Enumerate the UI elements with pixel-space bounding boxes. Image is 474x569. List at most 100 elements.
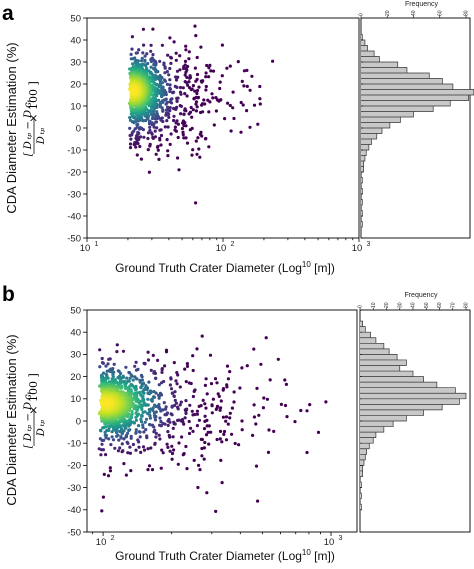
scatter-point	[134, 448, 138, 452]
scatter-point	[283, 403, 288, 408]
scatter-point	[150, 116, 155, 121]
scatter-point	[204, 406, 208, 410]
scatter-point	[169, 387, 174, 391]
scatter-point	[134, 51, 138, 55]
scatter-point	[165, 138, 169, 142]
scatter-point	[110, 380, 114, 384]
scatter-point	[142, 43, 146, 47]
scatter-point	[163, 125, 167, 129]
scatter-point	[132, 120, 136, 124]
histogram-bar	[360, 376, 424, 383]
scatter-point	[152, 58, 156, 63]
scatter-point	[156, 144, 160, 148]
scatter-point	[173, 403, 177, 408]
scatter-point	[101, 371, 106, 375]
scatter-point	[141, 27, 145, 31]
scatter-point	[264, 336, 268, 340]
scatter-point	[135, 153, 139, 157]
histogram-bar	[361, 133, 377, 139]
scatter-point	[165, 70, 169, 74]
scatter-point	[158, 416, 162, 420]
scatter-point	[169, 377, 173, 381]
scatter-point	[206, 98, 210, 102]
scatter-point	[135, 377, 139, 381]
x-axis-label-end: [m])	[311, 549, 335, 563]
histogram-tick-label: 50	[424, 302, 430, 308]
scatter-point	[316, 430, 321, 434]
scatter-point	[193, 24, 197, 28]
scatter-point	[104, 425, 108, 429]
scatter-point	[225, 364, 230, 368]
histogram-bar	[360, 470, 363, 477]
scatter-point	[141, 425, 145, 429]
scatter-point	[194, 201, 198, 205]
histogram-tick-label: 0	[358, 305, 364, 308]
scatter-point	[148, 423, 152, 427]
histogram-bar	[361, 117, 401, 123]
histogram-tick-label: 20	[385, 10, 391, 16]
scatter-point	[115, 428, 119, 432]
histogram-bar	[360, 354, 398, 360]
scatter-point	[131, 378, 135, 382]
scatter-point	[148, 119, 152, 123]
scatter-point	[173, 398, 177, 402]
scatter-point	[108, 466, 112, 470]
scatter-point	[197, 404, 201, 408]
scatter-point	[195, 72, 200, 77]
scatter-point	[231, 106, 235, 110]
histogram-bar	[360, 398, 460, 405]
scatter-point	[188, 76, 192, 80]
scatter-point	[142, 135, 146, 139]
scatter-point	[155, 126, 159, 130]
scatter-point	[185, 362, 189, 366]
y-tick-label: -40	[67, 211, 81, 222]
scatter-point	[146, 61, 150, 66]
scatter-point	[144, 64, 148, 68]
scatter-point	[163, 364, 167, 368]
scatter-point	[217, 394, 221, 398]
scatter-point	[192, 97, 196, 101]
scatter-point	[159, 419, 163, 424]
scatter-point	[211, 69, 216, 73]
scatter-point	[152, 63, 156, 67]
scatter-point	[124, 365, 128, 369]
scatter-point	[225, 66, 229, 70]
scatter-point	[175, 96, 179, 100]
scatter-point	[124, 473, 128, 477]
scatter-point	[163, 413, 167, 417]
scatter-point	[148, 125, 152, 129]
scatter-point	[201, 398, 205, 402]
scatter-point	[305, 409, 309, 413]
scatter-point	[168, 86, 172, 90]
axes-b: 50 40 30 20 10 0 -10 -20 -30 -40 -50 10 2 10 3 Ground T…	[4, 305, 358, 563]
scatter-point	[153, 135, 157, 139]
scatter-point	[191, 108, 195, 112]
histogram-bar	[361, 45, 368, 51]
scatter-point	[202, 457, 206, 461]
scatter-point	[209, 430, 213, 434]
scatter-point	[208, 63, 212, 67]
scatter-point	[187, 431, 192, 436]
scatter-point	[240, 428, 244, 432]
scatter-point	[115, 350, 119, 354]
scatter-point	[257, 413, 261, 417]
scatter-point	[125, 440, 129, 444]
histogram-bar	[360, 337, 376, 344]
scatter-point	[251, 433, 255, 437]
scatter-point	[205, 392, 209, 396]
scatter-point	[138, 144, 142, 149]
y-axis-label: CDA Diameter Estimation (%)	[4, 334, 19, 505]
scatter-point	[276, 357, 280, 361]
scatter-point	[169, 61, 173, 65]
scatter-point	[164, 102, 168, 106]
scatter-point	[200, 454, 204, 458]
x-axis-label: Ground Truth Crater Diameter (Log10 [m])	[115, 260, 335, 275]
scatter-point	[224, 415, 229, 419]
scatter-point	[131, 384, 135, 388]
histogram-tick-label: 70	[450, 302, 456, 308]
scatter-point	[160, 448, 164, 452]
scatter-point	[168, 36, 172, 40]
x-axis-label-sup: 10	[302, 548, 311, 557]
scatter-point	[226, 101, 230, 105]
x-tick-exponent: 3	[367, 241, 371, 248]
